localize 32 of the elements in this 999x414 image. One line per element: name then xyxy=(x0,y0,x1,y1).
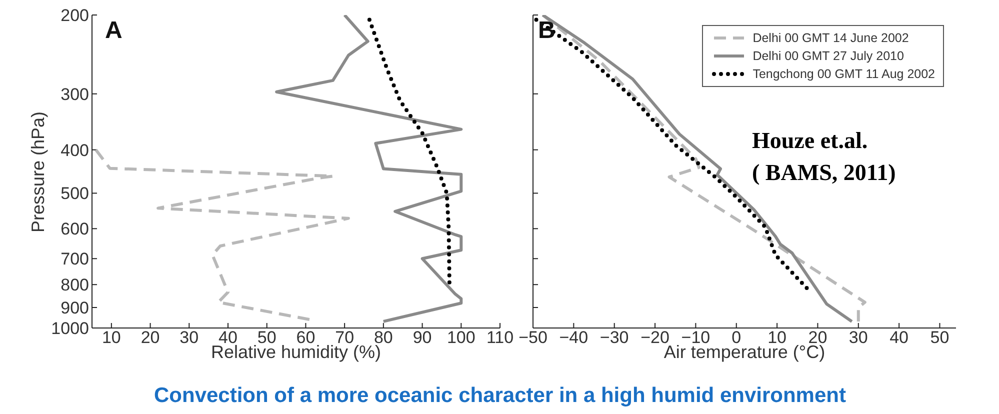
annotation: B xyxy=(538,17,556,44)
legend-label: Delhi 00 GMT 14 June 2002 xyxy=(752,31,909,45)
y-tick-label: 200 xyxy=(60,6,89,26)
x-tick-label: 30 xyxy=(848,328,868,348)
x-tick-label: −50 xyxy=(518,328,548,348)
y-tick-label: 900 xyxy=(60,298,89,318)
y-tick-label: 300 xyxy=(60,84,89,104)
x-tick-label: 40 xyxy=(890,328,909,348)
x-tick-label: 100 xyxy=(446,328,476,348)
x-tick-label: −30 xyxy=(600,328,629,348)
x-tick-label: 30 xyxy=(180,328,199,348)
y-tick-label: 500 xyxy=(60,184,89,204)
x-tick-label: 50 xyxy=(930,328,950,348)
y-axis-title: Pressure (hPa) xyxy=(28,111,48,233)
line-series xyxy=(94,148,350,322)
legend-label: Delhi 00 GMT 27 July 2010 xyxy=(752,49,904,63)
y-tick-label: 1000 xyxy=(51,319,89,338)
line-series xyxy=(275,15,463,323)
annotation: A xyxy=(105,17,122,44)
x-tick-label: 20 xyxy=(140,328,160,348)
y-tick-label: 600 xyxy=(60,220,89,239)
y-tick-label: 800 xyxy=(60,276,89,295)
x-tick-label: 10 xyxy=(102,328,121,348)
legend-label: Tengchong 00 GMT 11 Aug 2002 xyxy=(752,67,935,81)
x-tick-label: −40 xyxy=(559,328,588,348)
x-tick-label: 110 xyxy=(486,328,514,348)
annotation: ( BAMS, 2011) xyxy=(752,160,896,185)
text: Convection of a more oceanic character in a high humid environment xyxy=(154,384,846,407)
y-tick-label: 700 xyxy=(60,250,89,269)
y-tick-label: 400 xyxy=(60,140,89,160)
x-tick-label: 90 xyxy=(412,328,432,348)
annotation: Houze et.al. xyxy=(752,128,868,153)
